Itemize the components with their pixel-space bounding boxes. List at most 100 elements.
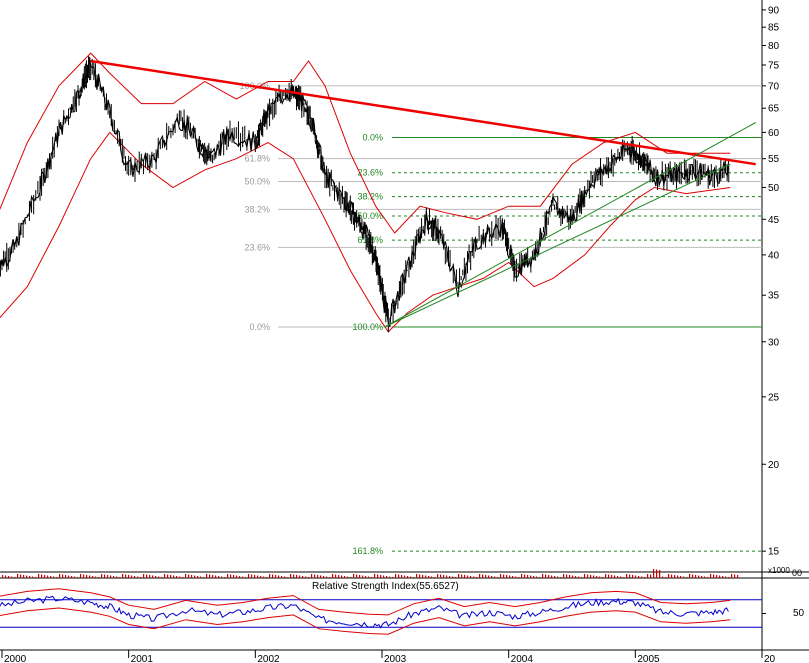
volume-bar [239, 576, 241, 578]
volume-bar [320, 575, 322, 578]
volume-bar [629, 574, 631, 578]
volume-bar [539, 577, 541, 578]
volume-bar [71, 576, 73, 578]
volume-bar [536, 576, 538, 578]
y-tick-label: 40 [768, 250, 780, 261]
volume-bar [89, 575, 91, 578]
volume-bar [521, 574, 523, 578]
volume-bar [620, 576, 622, 578]
volume-bar [128, 575, 130, 578]
volume-bar [254, 575, 256, 578]
volume-bar [302, 576, 304, 578]
x-tick-label: 2000 [4, 654, 27, 663]
volume-bar [431, 576, 433, 578]
volume-bar [26, 575, 28, 578]
fib-2002-label: 61.8% [244, 154, 270, 164]
volume-bar [8, 576, 10, 578]
volume-bar [332, 574, 334, 578]
volume-bar [482, 574, 484, 578]
volume-bar [308, 577, 310, 578]
y-tick-label: 90 [768, 5, 780, 16]
volume-bar [635, 575, 637, 578]
volume-bar [581, 577, 583, 578]
volume-bar [203, 577, 205, 578]
resistance-trendline [90, 59, 756, 166]
volume-bar [611, 575, 613, 578]
volume-bar [269, 574, 271, 578]
rsi-panel: Relative Strength Index(55.6527) 50 [0, 581, 805, 635]
volume-bar [464, 575, 466, 578]
volume-bar [83, 574, 85, 578]
volume-bar [488, 575, 490, 578]
volume-bar [95, 576, 97, 578]
y-tick-label: 55 [768, 154, 780, 165]
volume-bar [677, 575, 679, 578]
volume-bar [116, 576, 118, 578]
volume-bar [551, 575, 553, 578]
volume-bar [413, 577, 415, 578]
volume-bar [455, 577, 457, 578]
volume-bar [425, 575, 427, 578]
fib-2003-label: 50.0% [357, 211, 383, 221]
volume-bar [545, 574, 547, 578]
volume-tick-label: 00 [792, 568, 802, 578]
volume-bar [221, 576, 223, 578]
volume-bar [626, 574, 628, 578]
volume-bar [350, 577, 352, 578]
volume-bar [476, 577, 478, 578]
volume-bar [671, 574, 673, 578]
volume-bar [713, 574, 715, 578]
volume-bar [665, 577, 667, 578]
volume-bar [53, 576, 55, 578]
volume-bar [401, 575, 403, 578]
volume-bar [326, 576, 328, 578]
rsi-title: Relative Strength Index(55.6527) [312, 581, 459, 592]
volume-bar [737, 575, 739, 578]
volume-bar [266, 577, 268, 578]
volume-bar [614, 575, 616, 578]
volume-bar [449, 576, 451, 578]
volume-bar [230, 574, 232, 578]
y-tick-label: 20 [768, 460, 780, 471]
volume-bar [659, 570, 661, 578]
volume-bar [491, 576, 493, 578]
y-tick-label: 35 [768, 291, 780, 302]
volume-bar [641, 576, 643, 578]
volume-bar [563, 574, 565, 578]
volume-bar [5, 575, 7, 578]
volume-bar [122, 574, 124, 578]
volume-bar [668, 574, 670, 578]
volume-bar [248, 574, 250, 578]
volume-bar [518, 577, 520, 578]
volume-bar [44, 575, 46, 578]
volume-bar [317, 575, 319, 578]
volume-bar [50, 576, 52, 578]
volume-bar [500, 574, 502, 578]
volume-bar [329, 577, 331, 578]
support-channel-line [384, 122, 756, 328]
volume-bar [680, 576, 682, 578]
volume-bar [398, 574, 400, 578]
volume-bar [497, 577, 499, 578]
volume-bar [440, 574, 442, 578]
rsi-tick-label: 50 [793, 608, 805, 619]
volume-bar [20, 574, 22, 578]
volume-bar [644, 577, 646, 578]
volume-bar [263, 576, 265, 578]
volume-bar [584, 574, 586, 578]
volume-bar [287, 577, 289, 578]
volume-bar [11, 576, 13, 578]
volume-bar [272, 574, 274, 578]
y-tick-label: 45 [768, 215, 780, 226]
volume-bar [125, 574, 127, 578]
volume-bar [197, 576, 199, 578]
volume-bar [707, 577, 709, 578]
volume-bar [608, 574, 610, 578]
volume-bar [101, 574, 103, 578]
fib-2003-label: 161.8% [352, 546, 383, 556]
volume-bar [299, 575, 301, 578]
volume-bar [572, 575, 574, 578]
volume-bar [632, 575, 634, 578]
volume-bar [578, 576, 580, 578]
